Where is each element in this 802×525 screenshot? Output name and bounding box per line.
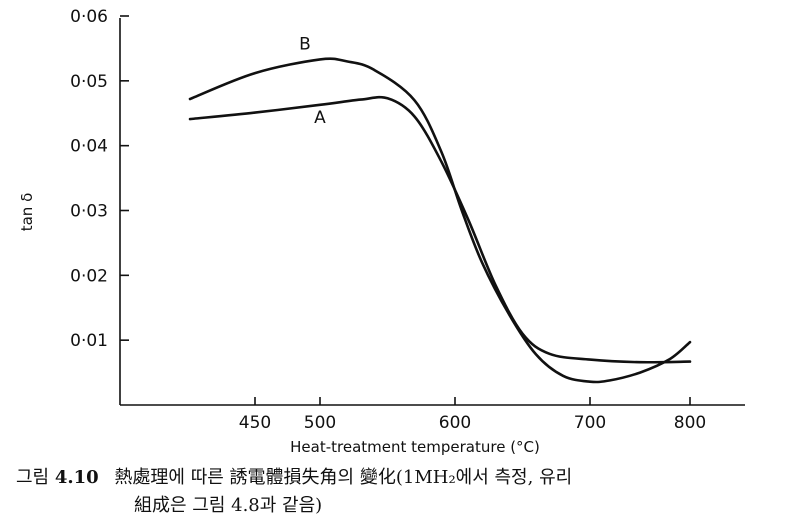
series-annotation-a: A bbox=[314, 108, 326, 128]
x-ticks: 450 500 600 700 800 bbox=[239, 397, 706, 433]
caption-line-2: 組成은 그림 4.8과 같음) bbox=[134, 492, 322, 520]
series-line-a bbox=[188, 95, 692, 364]
x-tick-label: 700 bbox=[574, 413, 606, 433]
y-tick-label: 0·02 bbox=[70, 266, 108, 286]
caption-text-2: 組成은 그림 4.8과 같음) bbox=[134, 495, 323, 516]
y-tick-label: 0·03 bbox=[70, 202, 108, 222]
figure-caption: 그림 4.10 熱處理에 따른 誘電體損失角의 變化(1MH₂에서 측정, 유리… bbox=[0, 462, 802, 524]
annotation-layer: AB bbox=[299, 34, 326, 127]
y-axis-label: tan δ bbox=[18, 193, 36, 232]
caption-line-1: 그림 4.10 熱處理에 따른 誘電體損失角의 變化(1MH₂에서 측정, 유리 bbox=[16, 464, 572, 492]
x-tick-label: 600 bbox=[439, 413, 471, 433]
y-tick-label: 0·04 bbox=[70, 137, 108, 157]
series-line-b bbox=[188, 57, 692, 384]
caption-text-1: 熱處理에 따른 誘電體損失角의 變化(1MH₂에서 측정, 유리 bbox=[114, 467, 573, 488]
y-ticks: 0·01 0·02 0·03 0·04 0·05 0·06 bbox=[70, 7, 129, 351]
caption-figure-label: 그림 bbox=[16, 467, 50, 488]
y-tick-label: 0·05 bbox=[70, 72, 108, 92]
series-layer bbox=[188, 57, 692, 384]
y-tick-label: 0·06 bbox=[70, 7, 108, 27]
chart-figure: 0·01 0·02 0·03 0·04 0·05 0·06 450 500 600 700 800… bbox=[18, 7, 745, 456]
y-tick-label: 0·01 bbox=[70, 331, 108, 351]
x-axis-label: Heat-treatment temperature (°C) bbox=[290, 438, 540, 456]
axes bbox=[119, 18, 745, 406]
caption-figure-number: 4.10 bbox=[54, 467, 99, 488]
x-tick-label: 500 bbox=[304, 413, 336, 433]
x-tick-label: 450 bbox=[239, 413, 271, 433]
x-tick-label: 800 bbox=[674, 413, 706, 433]
series-annotation-b: B bbox=[299, 34, 311, 54]
